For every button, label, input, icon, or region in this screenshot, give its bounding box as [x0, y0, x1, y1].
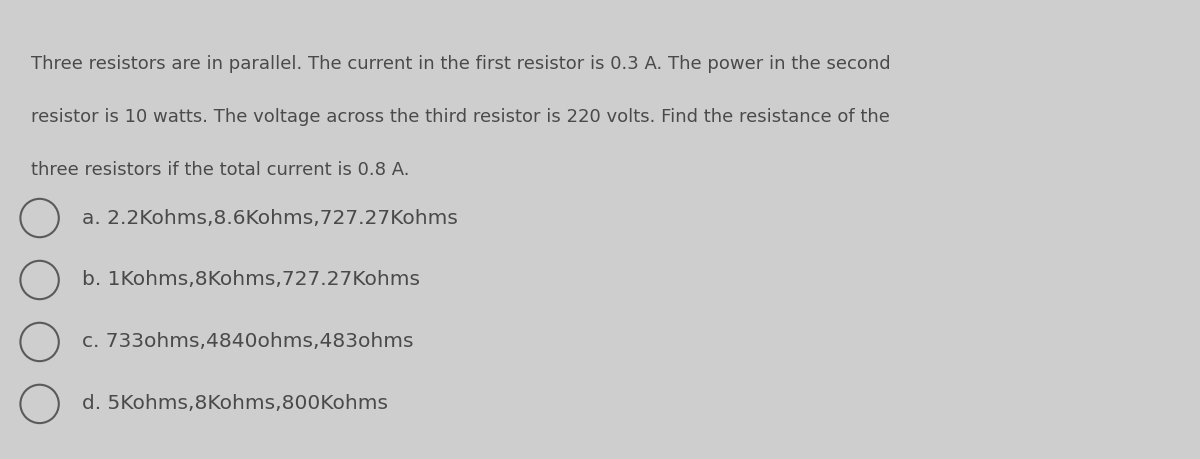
Text: a. 2.2Kohms,8.6Kohms,727.27Kohms: a. 2.2Kohms,8.6Kohms,727.27Kohms — [82, 208, 457, 228]
Text: Three resistors are in parallel. The current in the first resistor is 0.3 A. The: Three resistors are in parallel. The cur… — [31, 55, 890, 73]
Text: d. 5Kohms,8Kohms,800Kohms: d. 5Kohms,8Kohms,800Kohms — [82, 394, 388, 414]
Text: resistor is 10 watts. The voltage across the third resistor is 220 volts. Find t: resistor is 10 watts. The voltage across… — [31, 108, 890, 126]
Text: b. 1Kohms,8Kohms,727.27Kohms: b. 1Kohms,8Kohms,727.27Kohms — [82, 270, 420, 290]
Text: c. 733ohms,4840ohms,483ohms: c. 733ohms,4840ohms,483ohms — [82, 332, 413, 352]
Text: three resistors if the total current is 0.8 A.: three resistors if the total current is … — [31, 161, 409, 179]
